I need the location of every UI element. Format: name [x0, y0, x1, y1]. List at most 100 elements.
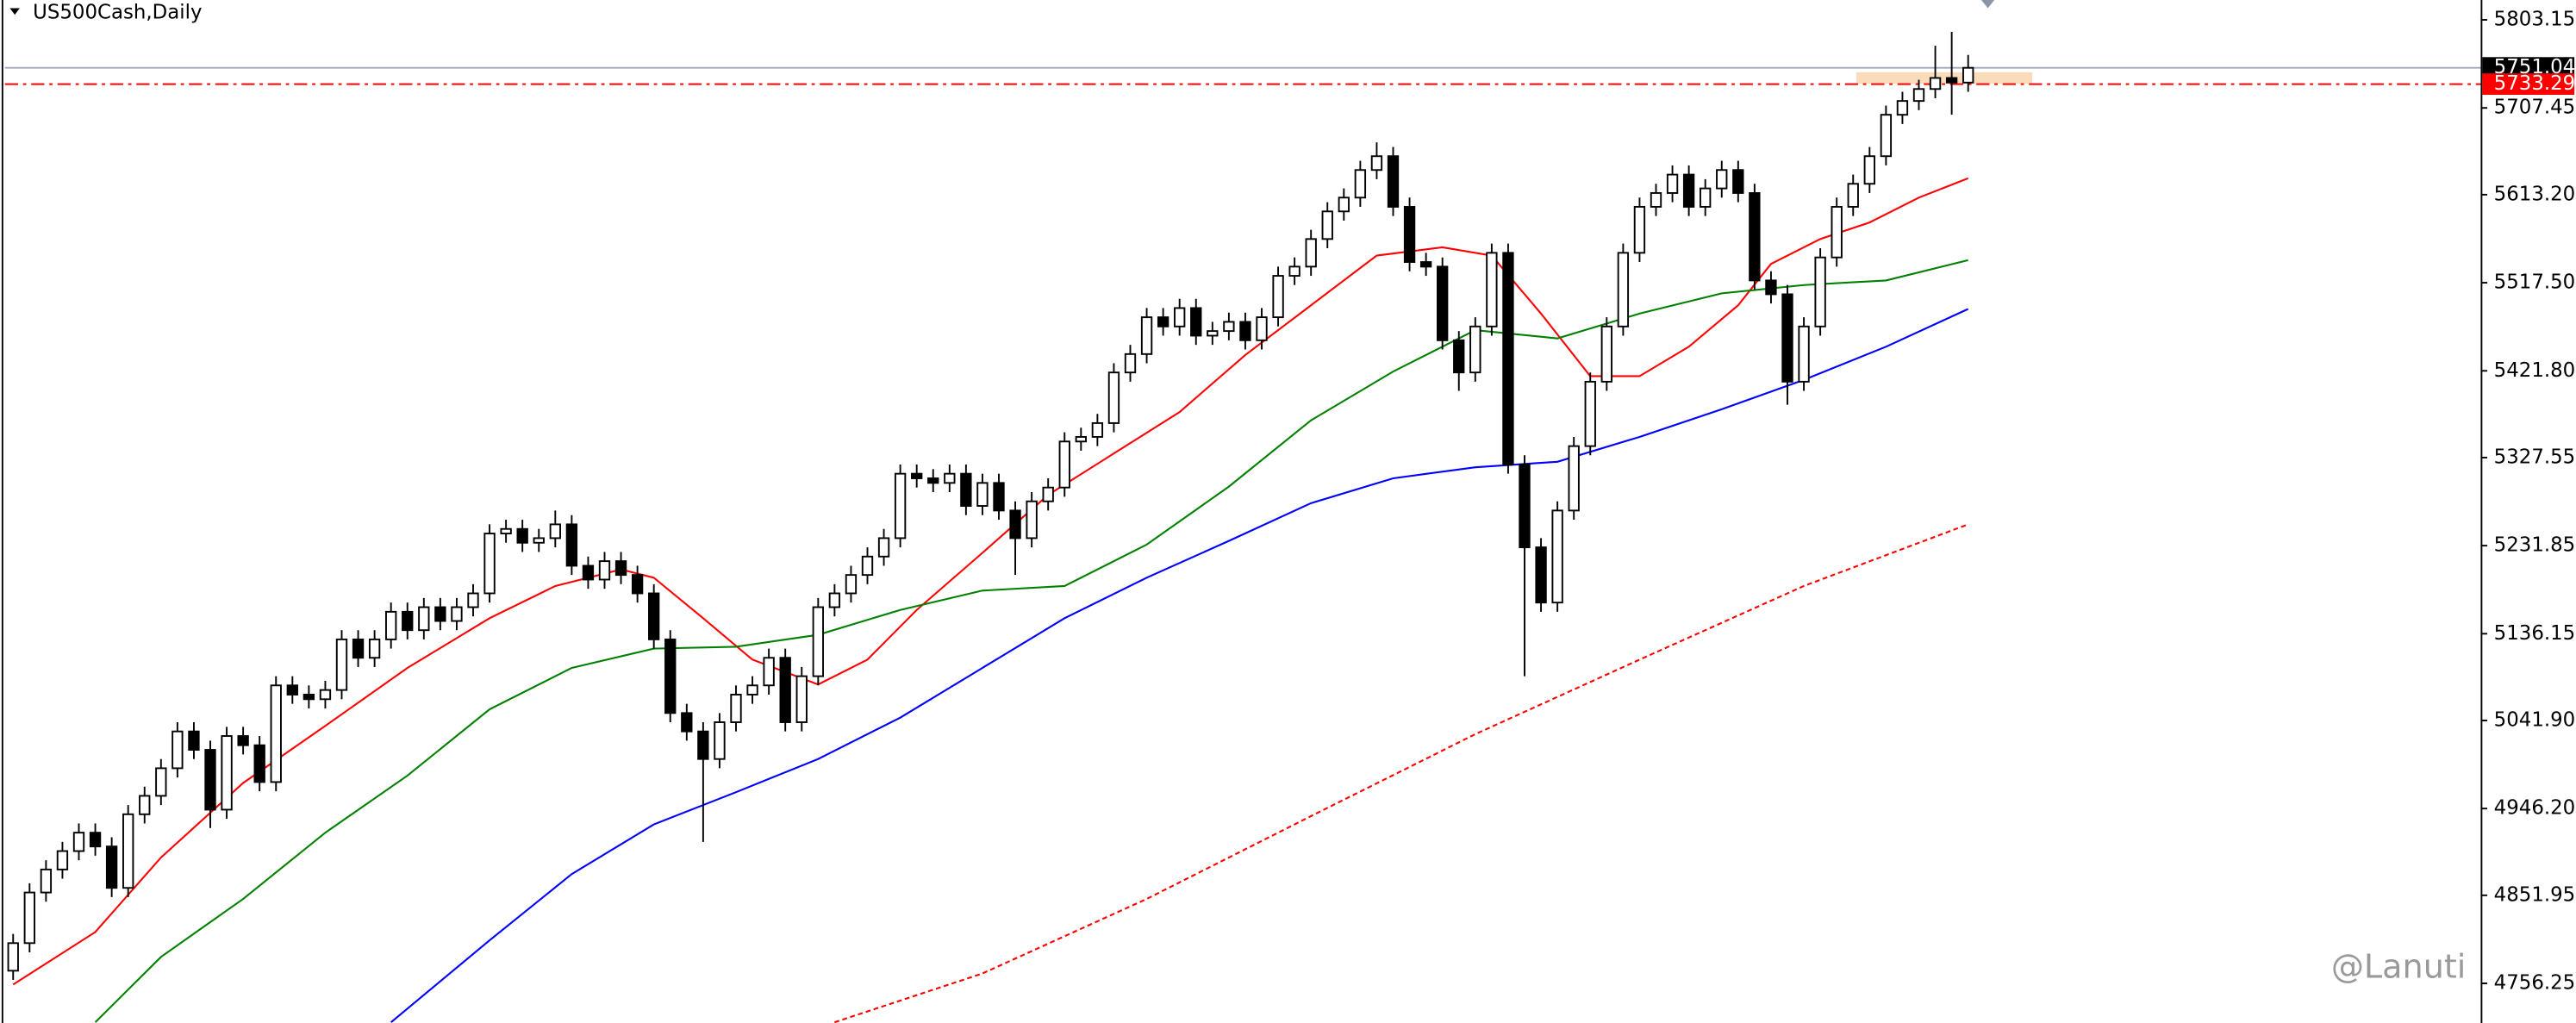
candle-body	[1223, 321, 1235, 333]
candle-body	[894, 472, 907, 540]
candle-body	[434, 606, 446, 622]
candle-body	[1535, 546, 1547, 604]
candle-body	[1403, 206, 1416, 263]
candle-body	[172, 730, 184, 770]
y-tick-label: 4851.95	[2494, 883, 2576, 906]
candle-body	[1174, 307, 1186, 327]
candle-body	[877, 537, 890, 558]
candle-body	[1190, 307, 1202, 337]
candle-body	[911, 472, 923, 479]
candle-body	[139, 795, 151, 815]
moving-average	[834, 523, 1969, 1023]
price-tag-label: 5733.29	[2494, 72, 2576, 95]
candle-body	[1321, 210, 1333, 240]
candle-body	[1814, 256, 1826, 327]
candle-body	[1140, 316, 1153, 355]
candle-body	[1732, 169, 1744, 194]
candle-body	[1354, 169, 1367, 199]
candle-body	[565, 523, 578, 567]
highlight-zone	[1856, 72, 2033, 84]
candle-body	[1239, 321, 1251, 341]
candle-body	[1633, 206, 1646, 254]
candle-body	[1880, 114, 1893, 158]
candle-body	[1765, 279, 1777, 296]
candle-body	[1009, 509, 1021, 540]
candle-body	[1896, 100, 1909, 116]
candle-body	[1256, 316, 1268, 341]
candle-body	[746, 684, 758, 696]
candle-body	[763, 657, 775, 687]
y-tick-label: 5707.45	[2494, 97, 2576, 119]
candle-body	[828, 592, 841, 608]
candle-body	[237, 735, 249, 746]
candle-body	[1682, 173, 1695, 208]
candle-body	[1600, 325, 1612, 383]
candle-body	[56, 850, 69, 870]
candle-body	[368, 638, 381, 659]
candle-body	[533, 537, 545, 544]
menu-arrow	[9, 8, 20, 16]
candle-body	[155, 767, 167, 797]
candle-body	[1272, 275, 1284, 319]
candle-body	[1157, 316, 1169, 327]
candle-body	[1091, 421, 1104, 438]
candle-body	[1107, 371, 1120, 424]
candle-body	[286, 684, 298, 696]
candle-body	[1568, 445, 1580, 512]
candle-body	[105, 845, 118, 889]
candle-body	[664, 638, 677, 714]
candle-body	[204, 749, 216, 811]
y-tick-label: 4756.25	[2494, 972, 2576, 995]
candle-body	[319, 689, 332, 701]
candle-body	[1370, 155, 1383, 172]
candle-body	[451, 606, 463, 622]
candle-body	[40, 868, 53, 894]
candle-body	[1929, 77, 1942, 90]
y-tick-label: 5136.15	[2494, 622, 2576, 645]
candle-body	[1437, 265, 1449, 341]
candle-body	[7, 942, 19, 972]
candle-body	[812, 606, 824, 677]
candle-body	[188, 730, 200, 751]
candle-body	[976, 482, 989, 507]
candle-body	[385, 610, 397, 640]
y-tick-label: 5327.55	[2494, 446, 2576, 468]
candle-body	[1026, 500, 1038, 540]
candle-body	[795, 675, 808, 723]
candle-body	[1666, 173, 1679, 194]
candle-body	[1124, 352, 1137, 374]
candle-body	[89, 832, 102, 848]
candle-body	[1058, 440, 1070, 489]
moving-average	[94, 259, 1968, 1023]
candle-body	[72, 832, 85, 852]
candle-body	[1502, 252, 1514, 465]
candle-body	[1945, 77, 1958, 84]
chart-title: US500Cash,Daily	[33, 2, 202, 24]
candle-body	[1716, 169, 1728, 190]
y-tick-label: 5231.85	[2494, 534, 2576, 557]
candle-body	[1419, 261, 1432, 268]
candle-body	[1486, 252, 1498, 327]
candle-body	[23, 891, 35, 945]
moving-average	[390, 308, 1969, 1023]
candle-body	[1962, 66, 1974, 84]
candle-body	[845, 574, 858, 595]
candle-body	[1288, 265, 1300, 278]
shift-marker	[1980, 0, 1995, 9]
candle-body	[1075, 435, 1087, 443]
candle-body	[697, 730, 709, 760]
candle-body	[335, 638, 348, 691]
y-tick-label: 5517.50	[2494, 271, 2576, 294]
candle-body	[614, 560, 627, 577]
candle-body	[730, 694, 742, 723]
candle-body	[1650, 191, 1662, 208]
candle-body	[1207, 330, 1219, 337]
moving-average	[12, 177, 1969, 986]
candle-body	[1519, 464, 1531, 549]
y-tick-label: 5803.15	[2494, 9, 2576, 31]
candle-body	[1042, 486, 1054, 502]
candle-body	[253, 744, 265, 783]
price-tag	[2482, 73, 2575, 96]
